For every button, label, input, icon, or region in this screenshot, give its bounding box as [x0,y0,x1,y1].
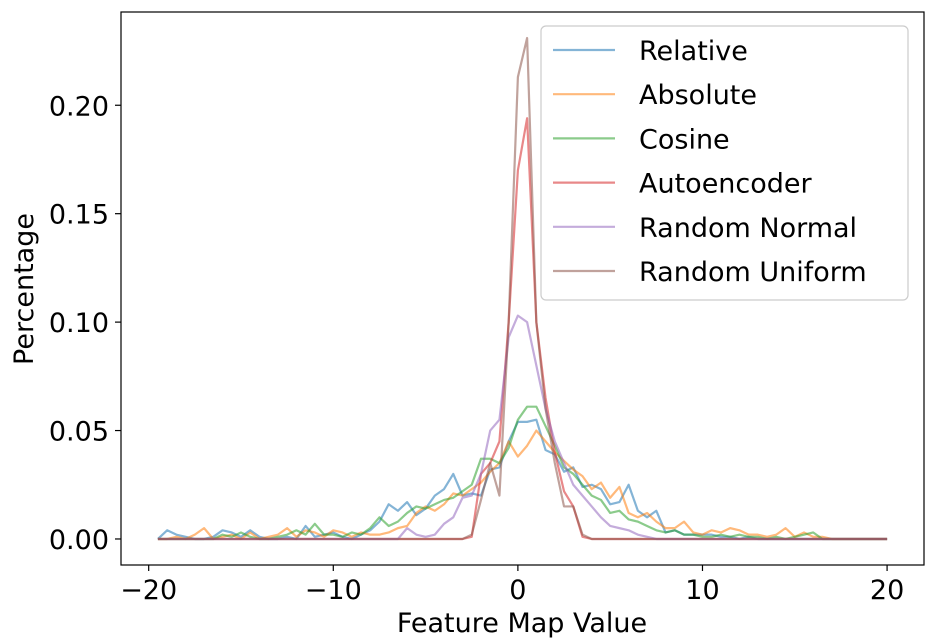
series-line-absolute [157,429,888,541]
legend-label-relative: Relative [639,36,748,67]
x-tick-label: −10 [305,575,362,606]
x-axis: −20 −10 0 10 20 [120,565,904,606]
legend-box [540,25,909,301]
y-tick-label: 0.10 [49,308,109,339]
x-tick-label: 20 [870,575,904,606]
y-axis-label: Percentage [9,213,40,365]
legend-label-absolute: Absolute [639,80,757,111]
y-tick-label: 0.00 [49,525,109,556]
y-axis: 0.00 0.05 0.10 0.15 0.20 [49,91,121,556]
legend-label-random-uniform: Random Uniform [639,257,867,288]
y-tick-label: 0.15 [49,200,109,231]
legend: Relative Absolute Cosine Autoencoder Random … [540,25,909,301]
x-axis-label: Feature Map Value [397,608,647,639]
y-tick-label: 0.05 [49,417,109,448]
x-tick-label: 10 [685,575,719,606]
series-line-random-uniform [157,36,888,541]
y-tick-label: 0.20 [49,91,109,122]
legend-label-random-normal: Random Normal [639,213,857,244]
plot-frame [120,11,925,566]
series-layer [157,36,888,541]
x-tick-label: −20 [120,575,177,606]
legend-label-cosine: Cosine [639,124,730,155]
x-tick-label: 0 [509,575,526,606]
legend-label-autoencoder: Autoencoder [639,169,813,200]
